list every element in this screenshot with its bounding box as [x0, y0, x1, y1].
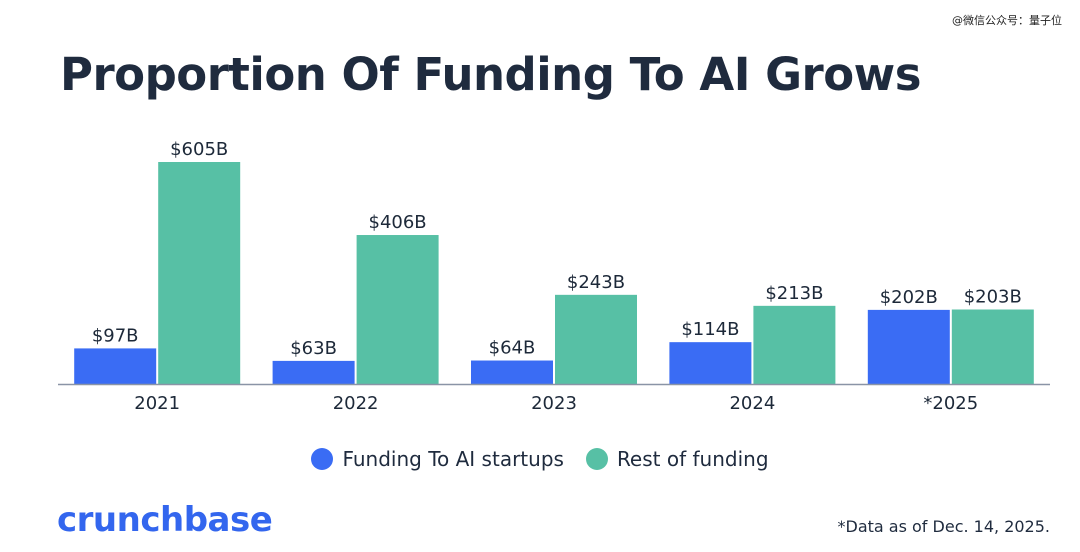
x-tick-label-0: 2021: [134, 393, 180, 414]
bar-rest-0: [158, 162, 241, 384]
bar-ai-1: [272, 360, 355, 384]
bar-rest-4: [951, 309, 1034, 384]
data-label-ai-4: $202B: [880, 287, 938, 308]
legend-label-rest: Rest of funding: [616, 447, 769, 471]
x-tick-label-1: 2022: [333, 393, 379, 414]
legend-swatch-ai: [311, 448, 334, 470]
data-label-rest-1: $406B: [369, 212, 427, 233]
data-label-ai-0: $97B: [92, 325, 139, 346]
bar-rest-2: [555, 294, 637, 384]
bar-ai-3: [669, 342, 752, 384]
chart-title: Proportion Of Funding To AI Grows: [60, 48, 922, 101]
legend-item-rest: Rest of funding: [585, 447, 769, 471]
legend-label-ai: Funding To AI startups: [342, 447, 564, 471]
watermark: @微信公众号：量子位: [952, 14, 1062, 27]
bar-rest-1: [356, 235, 439, 384]
data-label-ai-1: $63B: [290, 338, 337, 359]
legend-swatch-rest: [585, 448, 608, 470]
bar-ai-4: [867, 309, 950, 384]
x-tick-label-3: 2024: [729, 393, 775, 414]
bar-ai-0: [74, 348, 157, 384]
x-tick-label-4: *2025: [923, 393, 978, 414]
x-tick-label-2: 2023: [531, 393, 577, 414]
crunchbase-logo: crunchbase: [57, 500, 273, 540]
data-label-ai-3: $114B: [681, 319, 739, 340]
bar-rest-3: [753, 305, 836, 384]
data-label-rest-0: $605B: [170, 139, 228, 160]
data-label-rest-4: $203B: [964, 287, 1022, 308]
footnote: *Data as of Dec. 14, 2025.: [837, 517, 1051, 536]
legend-item-ai: Funding To AI startups: [311, 447, 564, 471]
data-label-ai-2: $64B: [489, 338, 536, 359]
bar-ai-2: [471, 360, 553, 384]
data-label-rest-2: $243B: [567, 272, 625, 293]
chart-legend: Funding To AI startups Rest of funding: [0, 447, 1080, 471]
data-label-rest-3: $213B: [765, 283, 823, 304]
